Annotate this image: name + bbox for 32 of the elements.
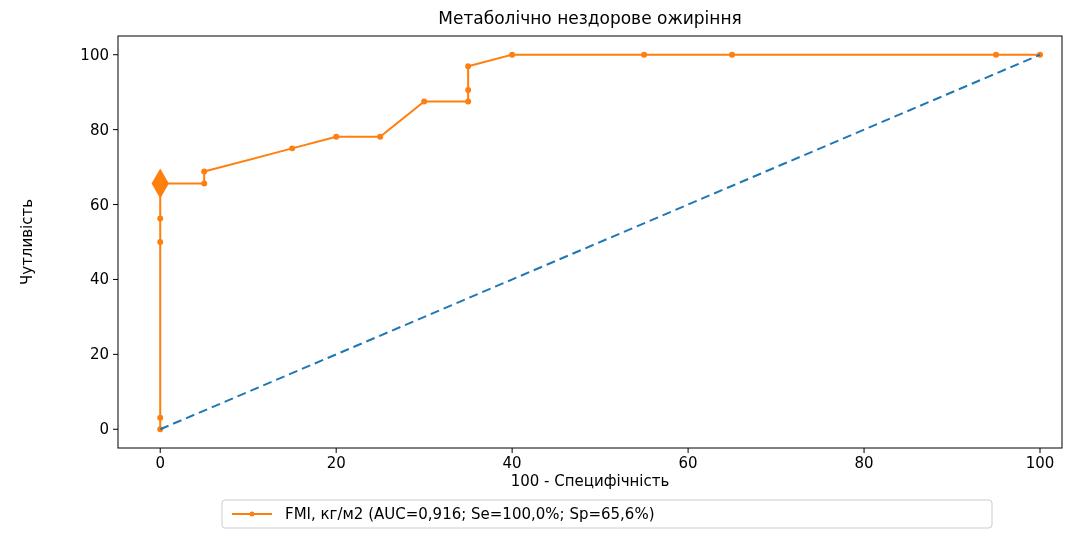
y-tick-label: 100 — [80, 45, 109, 64]
x-tick-label: 20 — [326, 454, 346, 472]
x-axis-title: 100 - Специфічність — [510, 472, 670, 490]
x-tick-label: 0 — [155, 454, 165, 472]
point — [465, 86, 472, 93]
y-tick-label: 0 — [99, 420, 109, 439]
point — [509, 51, 516, 58]
point — [421, 98, 428, 105]
point — [289, 145, 296, 152]
point — [157, 215, 164, 222]
x-tick-label: 80 — [854, 454, 874, 472]
y-tick-label: 20 — [89, 345, 109, 364]
point — [333, 133, 340, 140]
point — [729, 51, 736, 58]
x-tick-label: 40 — [502, 454, 522, 472]
x-tick-label: 100 — [1025, 454, 1055, 472]
legend-label: FMI, кг/м2 (AUC=0,916; Se=100,0%; Sp=65,6%) — [285, 505, 655, 523]
y-tick-label: 80 — [89, 120, 109, 139]
chart-title: Метаболічно нездорове ожиріння — [438, 8, 742, 28]
point — [201, 168, 208, 175]
point — [157, 239, 164, 245]
point — [157, 414, 164, 421]
y-tick-label: 40 — [89, 270, 109, 289]
point — [201, 180, 208, 187]
y-axis-title: Чутливість — [18, 198, 36, 286]
point — [465, 98, 472, 105]
point — [377, 133, 384, 140]
point — [993, 51, 999, 58]
y-tick-label: 60 — [89, 195, 109, 214]
point — [641, 51, 648, 58]
point — [465, 63, 472, 70]
x-tick-label: 60 — [678, 454, 698, 472]
